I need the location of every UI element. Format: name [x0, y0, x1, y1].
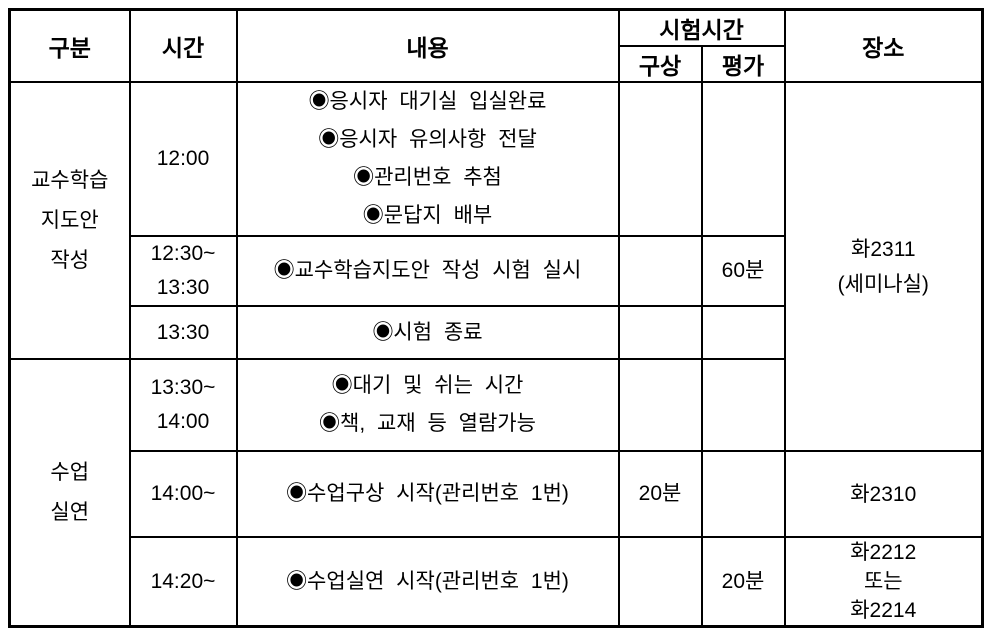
evaluation-cell-empty	[700, 81, 786, 237]
time-cell: 14:20~	[128, 536, 238, 628]
header-time: 시간	[128, 8, 238, 83]
header-conception: 구상	[617, 45, 703, 83]
content-cell: ◉교수학습지도안 작성 시험 실시	[235, 235, 620, 307]
evaluation-cell: 20분	[700, 536, 786, 628]
conception-cell-empty	[617, 358, 703, 452]
location-cell-seminar: 화2311 (세미나실)	[783, 81, 984, 452]
time-cell: 13:30	[128, 305, 238, 360]
category-cell-teaching-demo: 수업 실연	[8, 358, 131, 628]
evaluation-cell-empty	[700, 305, 786, 360]
header-evaluation: 평가	[700, 45, 786, 83]
evaluation-cell-empty	[700, 450, 786, 538]
exam-schedule-table: 구분 시간 내용 시험시간 장소 구상 평가 교수학습 지도안 작성 12:00…	[8, 8, 985, 628]
content-cell: ◉수업실연 시작(관리번호 1번)	[235, 536, 620, 628]
content-cell: ◉대기 및 쉬는 시간 ◉책, 교재 등 열람가능	[235, 358, 620, 452]
location-cell: 화2212 또는 화2214	[783, 536, 984, 628]
header-location: 장소	[783, 8, 984, 83]
header-content: 내용	[235, 8, 620, 83]
content-cell: ◉시험 종료	[235, 305, 620, 360]
category-cell-lesson-plan: 교수학습 지도안 작성	[8, 81, 131, 360]
header-exam-time: 시험시간	[617, 8, 786, 47]
conception-cell-empty	[617, 536, 703, 628]
time-cell: 14:00~	[128, 450, 238, 538]
evaluation-cell: 60분	[700, 235, 786, 307]
time-cell: 12:30~ 13:30	[128, 235, 238, 307]
conception-cell-empty	[617, 235, 703, 307]
header-category: 구분	[8, 8, 131, 83]
evaluation-cell-empty	[700, 358, 786, 452]
conception-cell: 20분	[617, 450, 703, 538]
time-cell: 12:00	[128, 81, 238, 237]
time-cell: 13:30~ 14:00	[128, 358, 238, 452]
conception-cell-empty	[617, 81, 703, 237]
content-cell: ◉응시자 대기실 입실완료 ◉응시자 유의사항 전달 ◉관리번호 추첨 ◉문답지…	[235, 81, 620, 237]
location-cell: 화2310	[783, 450, 984, 538]
conception-cell-empty	[617, 305, 703, 360]
content-cell: ◉수업구상 시작(관리번호 1번)	[235, 450, 620, 538]
